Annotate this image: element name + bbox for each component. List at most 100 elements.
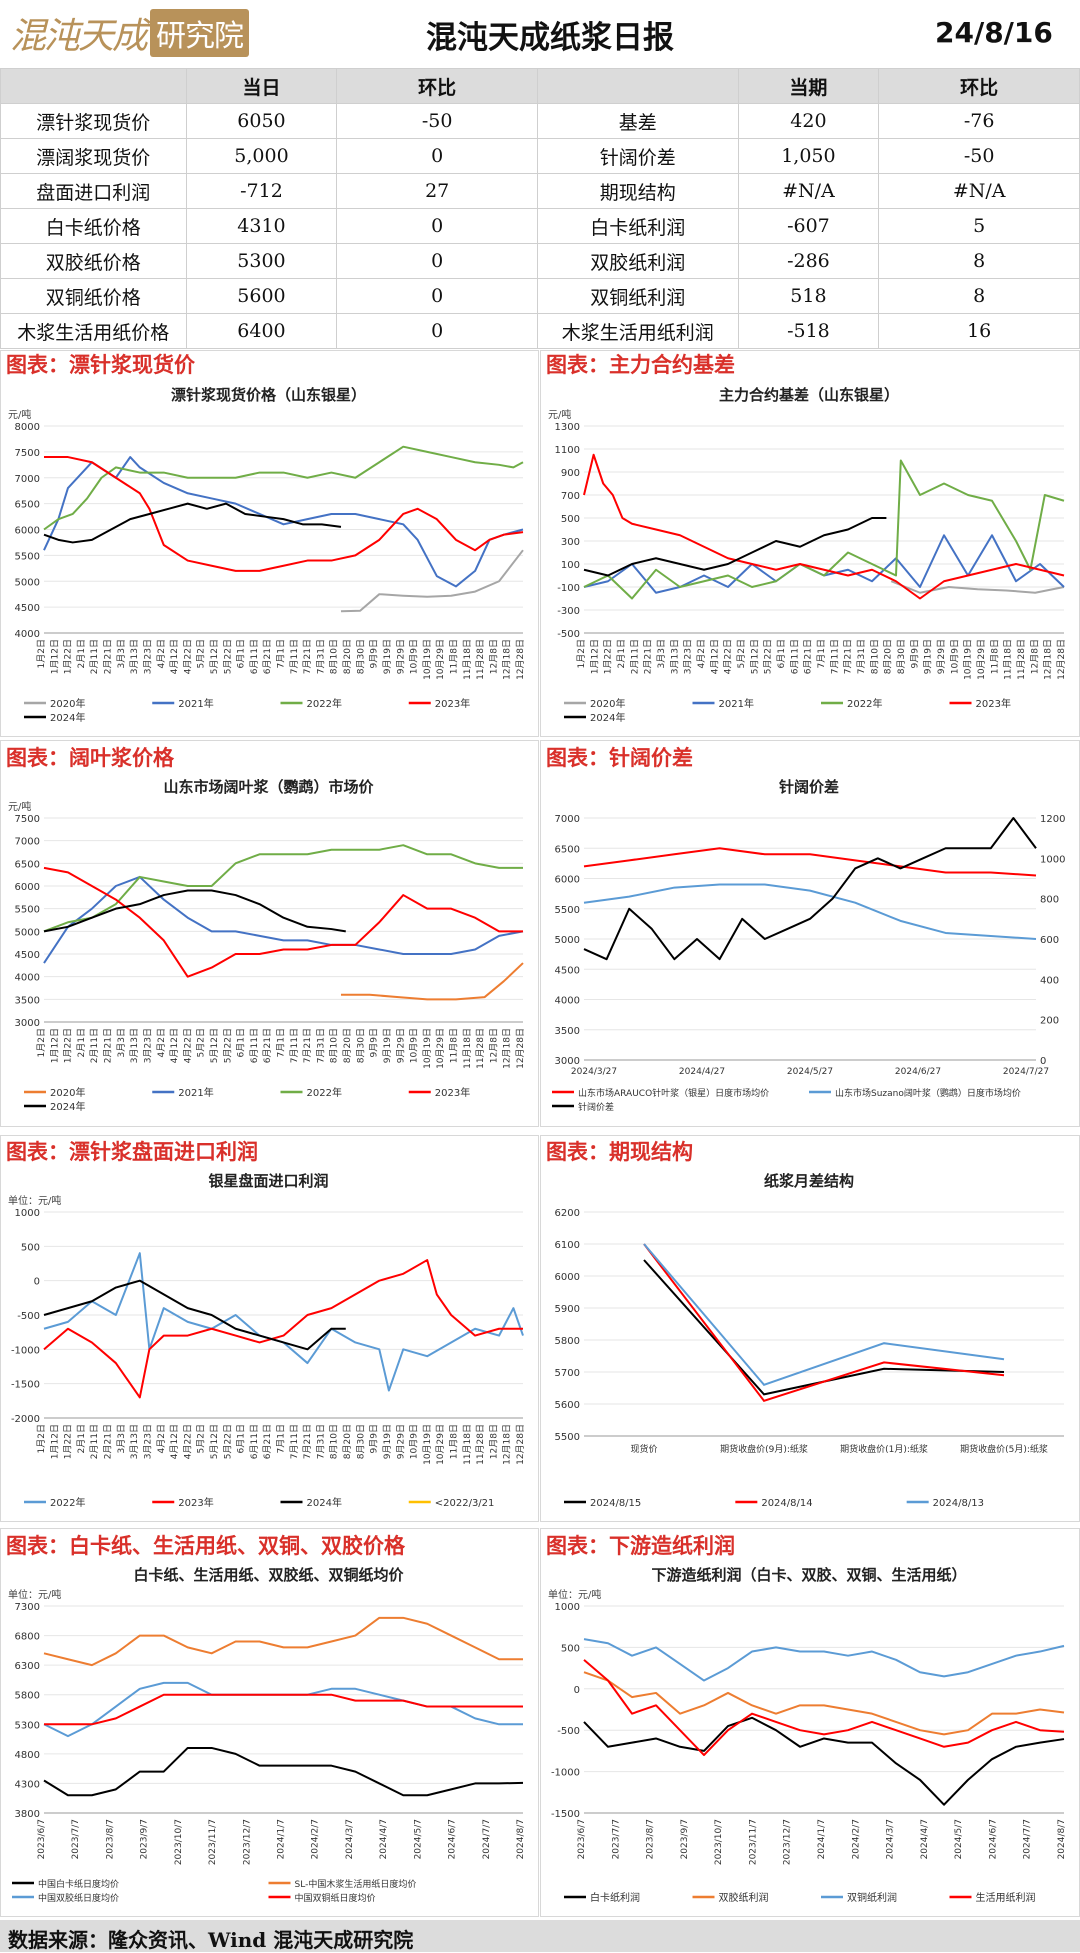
chart-title: 漂针浆现货价格（山东银星） [171, 386, 366, 404]
header-today: 当日 [185, 68, 338, 104]
y-tick-label: 6000 [555, 1272, 580, 1283]
x-tick-label: 2024/3/7 [345, 1819, 355, 1859]
section-title-8: 图表：下游造纸利润 [546, 1533, 735, 1558]
x-tick-label: 11月18日 [1003, 639, 1014, 680]
section-title-1: 图表：漂针浆现货价 [6, 352, 195, 377]
x-tick-label: 9月29日 [936, 639, 947, 674]
y-tick-label: 1000 [15, 1208, 40, 1219]
cell-l-chg: 0 [336, 138, 538, 174]
x-tick-label: 1月2日 [36, 1028, 47, 1057]
y-tick-label: 5800 [555, 1336, 580, 1347]
section-title-2: 图表：主力合约基差 [546, 352, 735, 377]
series-line-2021年 [43, 875, 524, 964]
y-tick-label: 4000 [15, 629, 40, 640]
y-tick-label: 7500 [15, 814, 40, 825]
x-tick-label: 1月12日 [589, 639, 600, 674]
x-tick-label: 2023/6/7 [37, 1819, 47, 1859]
x-tick-label: 2023/8/7 [105, 1819, 115, 1859]
panel-spread [540, 740, 1080, 1127]
x-tick-label: 2024/4/7 [920, 1819, 930, 1859]
legend-label: 2024/8/14 [761, 1498, 812, 1509]
y2-tick-label: 400 [1040, 975, 1059, 986]
legend-label: 2022年 [307, 1086, 342, 1099]
cell-r-name: 双铜纸利润 [536, 278, 739, 314]
x-tick-label: 6月11日 [249, 1424, 260, 1459]
metrics-body: 漂针浆现货价 6050 -50 基差 420 -76 漂阔浆现货价 5,000 0 针阔价差 1,0… [0, 103, 1080, 349]
x-tick-label: 3月3日 [116, 1028, 127, 1057]
x-tick-label: 5月22日 [763, 639, 774, 674]
x-tick-label: 6月21日 [262, 1028, 273, 1063]
legend-label: 双胶纸利润 [719, 1891, 769, 1904]
cell-l-chg: 0 [336, 278, 538, 314]
y-tick-label: 500 [561, 1643, 580, 1654]
cell-l-val: 5300 [185, 243, 338, 279]
x-tick-label: 10月29日 [435, 1424, 446, 1465]
series-line-2022年 [43, 1252, 524, 1392]
x-tick-label: 6月11日 [249, 639, 260, 674]
x-tick-label: 期货收盘价(9月):纸浆 [720, 1443, 808, 1455]
table-row: 双铜纸价格 5600 0 双铜纸利润 518 8 [0, 278, 1080, 314]
section-title-7: 图表：白卡纸、生活用纸、双铜、双胶价格 [6, 1533, 405, 1558]
legend-label: 2023年 [435, 697, 470, 710]
x-tick-label: 7月21日 [302, 639, 313, 674]
x-tick-label: 2月21日 [103, 1424, 114, 1459]
legend-label: 2024年 [50, 711, 85, 724]
y-tick-label: 1100 [555, 445, 580, 456]
y-tick-label: -500 [17, 1311, 40, 1322]
x-tick-label: 9月29日 [395, 639, 406, 674]
metrics-table: 当日 环比 当期 环比 漂针浆现货价 6050 -50 基差 420 -76 漂阔浆现货价 5… [0, 68, 1080, 349]
x-tick-label: 12月18日 [502, 1028, 513, 1069]
x-tick-label: 6月21日 [803, 639, 814, 674]
series-line-SL-中国木浆生活用纸日度均价 [43, 1616, 523, 1667]
x-tick-label: 8月10日 [329, 1028, 340, 1063]
legend-label: 2024年 [307, 1496, 342, 1509]
y-tick-label: 3500 [555, 1026, 580, 1037]
chart-softwood-spot: 漂针浆现货价格（山东银星） 元/吨 4000 4500 5000 5500 6000 6500… [8, 386, 526, 724]
chart-title: 白卡纸、生活用纸、双胶纸、双铜纸均价 [133, 1566, 404, 1584]
x-tick-label: 9月9日 [369, 1424, 380, 1453]
x-tick-label: 2024/6/7 [988, 1819, 998, 1859]
series-line-双铜纸利润 [583, 1638, 1065, 1682]
cell-l-name: 双铜纸价格 [0, 278, 187, 314]
section-title-6: 图表：期现结构 [546, 1139, 693, 1164]
legend-label: 针阔价差 [578, 1101, 614, 1113]
x-tick-label: 10月9日 [409, 639, 420, 674]
x-tick-label: 2023/11/7 [748, 1819, 758, 1865]
x-tick-label: 2024/5/7 [413, 1819, 423, 1859]
x-tick-label: 12月8日 [488, 1028, 499, 1063]
series-line-2023年 [43, 866, 523, 978]
cell-l-chg: 27 [336, 173, 538, 209]
brand-logo: 混沌天成 研究院 [10, 9, 300, 57]
x-tick-label: 4月12日 [169, 1028, 180, 1063]
x-tick-label: 4月2日 [156, 639, 167, 668]
x-tick-label: 12月28日 [515, 1028, 526, 1069]
x-tick-label: 3月3日 [116, 639, 127, 668]
cell-l-name: 漂阔浆现货价 [0, 138, 187, 174]
x-tick-label: 2月1日 [76, 639, 87, 668]
x-tick-label: 5月2日 [196, 1028, 207, 1057]
y2-tick-label: 200 [1040, 1016, 1059, 1027]
x-tick-label: 2月11日 [89, 1028, 100, 1063]
x-tick-label: 3月23日 [142, 639, 153, 674]
y-tick-label: 3500 [15, 995, 40, 1006]
x-tick-label: 2023/8/7 [646, 1819, 656, 1859]
x-tick-label: 5月22日 [222, 1028, 233, 1063]
x-tick-label: 11月18日 [462, 1424, 473, 1465]
legend-label: 2023年 [976, 697, 1011, 710]
x-tick-label: 6月21日 [262, 639, 273, 674]
x-tick-label: 10月9日 [949, 639, 960, 674]
series-line-生活用纸利润 [583, 1659, 1065, 1757]
chart-title: 下游造纸利润（白卡、双胶、双铜、生活用纸） [651, 1566, 966, 1584]
x-tick-label: 4月12日 [169, 639, 180, 674]
series-line-双胶纸利润 [583, 1671, 1065, 1736]
y-tick-label: 6000 [15, 526, 40, 537]
x-tick-label: 4月22日 [182, 1028, 193, 1063]
x-tick-label: 1月2日 [36, 639, 47, 668]
x-tick-label: 1月22日 [63, 1028, 74, 1063]
legend-label: 山东市场ARAUCO针叶浆（银星）日度市场均价 [578, 1087, 769, 1099]
x-tick-label: 2023/9/7 [680, 1819, 690, 1859]
report-title: 混沌天成纸浆日报 [426, 20, 674, 56]
unit-label: 元/吨 [548, 408, 571, 421]
x-tick-label: 8月10日 [329, 1424, 340, 1459]
